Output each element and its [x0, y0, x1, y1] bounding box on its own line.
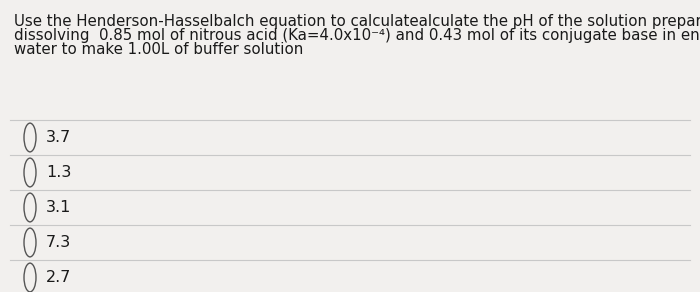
- Text: 3.7: 3.7: [46, 130, 71, 145]
- Text: 7.3: 7.3: [46, 235, 71, 250]
- Text: 3.1: 3.1: [46, 200, 71, 215]
- Text: dissolving  0.85 mol of nitrous acid (Ka=4.0x10⁻⁴) and 0.43 mol of its conjugate: dissolving 0.85 mol of nitrous acid (Ka=…: [14, 28, 700, 43]
- Text: 1.3: 1.3: [46, 165, 71, 180]
- Text: water to make 1.00L of buffer solution: water to make 1.00L of buffer solution: [14, 42, 303, 57]
- Text: Use the Henderson-Hasselbalch equation to calculatealculate the pH of the soluti: Use the Henderson-Hasselbalch equation t…: [14, 14, 700, 29]
- Text: 2.7: 2.7: [46, 270, 71, 285]
